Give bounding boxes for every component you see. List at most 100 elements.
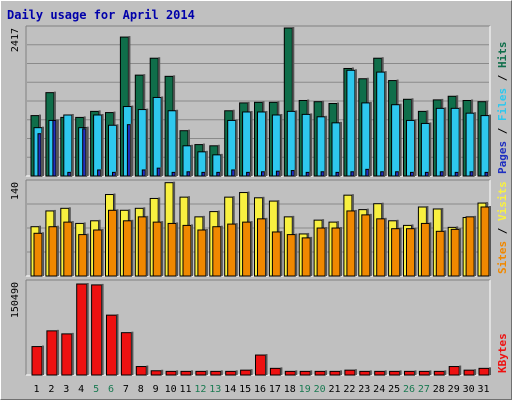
panel-bottom: 150490 KBytes <box>10 279 509 376</box>
bar-shadow <box>399 227 402 276</box>
bar-sites <box>48 226 58 277</box>
bar-shadow <box>249 171 252 176</box>
bar-shadow <box>295 110 298 176</box>
x-tick-label: 16 <box>254 384 266 395</box>
x-tick-label: 3 <box>63 384 69 395</box>
bar-files <box>242 111 252 177</box>
bar-shadow <box>489 114 491 176</box>
bar-shadow <box>489 206 491 276</box>
bar-shadow <box>219 171 222 176</box>
side-legend: Pages / Files / Hits <box>496 42 509 175</box>
x-tick-label: 19 <box>299 384 311 395</box>
bar-shadow <box>161 221 164 276</box>
x-tick-label: 25 <box>388 384 400 395</box>
bar-shadow <box>205 150 208 176</box>
bar-shadow <box>429 122 432 176</box>
bar-shadow <box>384 71 387 176</box>
bar-files <box>63 114 73 177</box>
bar-pages <box>97 169 102 177</box>
bar-sites <box>376 218 386 277</box>
bar-kbytes <box>284 370 296 376</box>
bar-shadow <box>310 113 313 176</box>
bar-pages <box>410 171 414 177</box>
bar-files <box>152 96 162 177</box>
bar-sites <box>435 230 445 277</box>
bar-pages <box>380 171 385 177</box>
bar-files <box>93 114 103 177</box>
bar-kbytes <box>448 366 460 376</box>
bar-pages <box>156 167 161 177</box>
bar-shadow <box>280 230 283 276</box>
bar-shadow <box>474 215 477 276</box>
bar-shadow <box>130 123 133 176</box>
bar-shadow <box>340 121 342 176</box>
bar-pages <box>305 171 310 177</box>
bar-sites <box>257 218 266 277</box>
bar-shadow <box>41 132 43 176</box>
bar-shadow <box>474 369 477 375</box>
bar-pages <box>246 171 251 177</box>
x-tick-label: 8 <box>138 384 144 395</box>
bar-shadow <box>488 171 490 176</box>
bar-pages <box>320 171 325 177</box>
bar-pages <box>275 170 280 177</box>
bar-shadow <box>205 370 208 375</box>
x-tick-label: 20 <box>314 384 326 395</box>
bar-files <box>167 110 177 177</box>
bar-pages <box>126 124 131 177</box>
bar-shadow <box>234 168 237 176</box>
bar-shadow <box>71 221 74 276</box>
bar-shadow <box>294 169 297 176</box>
x-tick-label: 1 <box>33 384 39 395</box>
bar-pages <box>469 171 474 177</box>
bar-shadow <box>279 170 282 176</box>
x-tick-label: 5 <box>93 384 99 395</box>
bar-sites <box>480 206 490 277</box>
bar-shadow <box>176 222 179 276</box>
bar-shadow <box>489 367 491 375</box>
x-tick-label: 31 <box>477 384 489 395</box>
bar-shadow <box>414 227 417 276</box>
bar-pages <box>201 171 206 177</box>
bar-shadow <box>383 170 386 176</box>
bar-shadow <box>115 171 118 176</box>
bar-kbytes <box>165 370 177 376</box>
bar-sites <box>301 237 311 277</box>
bar-shadow <box>413 171 416 176</box>
bar-shadow <box>428 171 431 176</box>
bar-shadow <box>384 217 387 276</box>
bar-shadow <box>71 332 74 375</box>
bar-shadow <box>205 229 208 276</box>
bar-shadow <box>280 113 283 176</box>
bar-files <box>420 122 430 177</box>
bar-shadow <box>191 144 193 176</box>
bar-shadow <box>86 233 89 276</box>
bar-kbytes <box>433 370 445 376</box>
bar-shadow <box>429 222 432 276</box>
x-tick-label: 2 <box>48 384 54 395</box>
bar-shadow <box>161 96 164 176</box>
bar-sites <box>197 229 207 277</box>
legend-separator: / <box>496 68 509 88</box>
bar-files <box>316 116 326 177</box>
bar-pages <box>350 171 355 177</box>
bar-shadow <box>353 170 356 176</box>
bar-sites <box>108 209 117 277</box>
bar-shadow <box>399 103 402 176</box>
bar-shadow <box>325 370 328 375</box>
bar-shadow <box>340 370 342 375</box>
bar-kbytes <box>478 367 490 376</box>
bar-files <box>450 107 460 177</box>
bar-sites <box>450 228 460 277</box>
bar-sites <box>420 222 430 277</box>
bar-shadow <box>354 209 357 276</box>
y-max-label: 140 <box>10 182 21 200</box>
bar-sites <box>346 210 356 277</box>
bar-pages <box>52 119 57 177</box>
bar-pages <box>454 171 459 177</box>
bar-files <box>480 115 490 177</box>
legend-kbytes: KBytes <box>496 333 509 373</box>
bar-files <box>361 102 371 177</box>
x-tick-label: 17 <box>269 384 281 395</box>
